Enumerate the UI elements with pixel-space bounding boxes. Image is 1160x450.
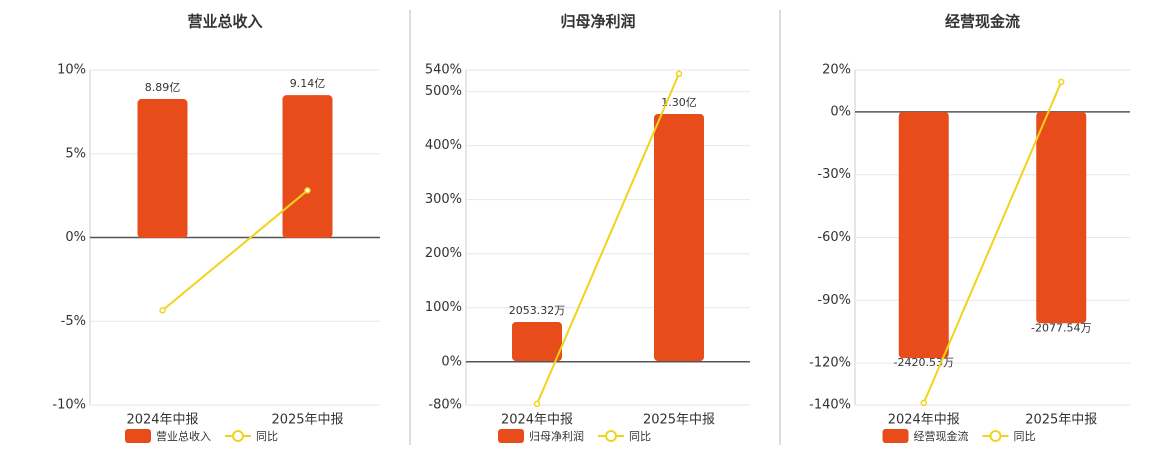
bar bbox=[654, 114, 704, 361]
legend-marker bbox=[232, 430, 244, 442]
legend-label: 同比 bbox=[629, 430, 651, 443]
y-tick-label: -30% bbox=[817, 167, 851, 182]
legend-label: 同比 bbox=[1014, 430, 1036, 443]
legend-swatch bbox=[882, 429, 909, 443]
legend-swatch bbox=[498, 429, 524, 443]
x-tick-label: 2024年中报 bbox=[501, 413, 573, 428]
x-tick-label: 2025年中报 bbox=[271, 413, 343, 428]
line-series bbox=[536, 73, 680, 405]
y-tick-label: 5% bbox=[65, 146, 86, 161]
legend-label: 归母净利润 bbox=[529, 429, 584, 443]
y-tick-label: -60% bbox=[817, 230, 851, 245]
y-tick-label: -90% bbox=[817, 293, 851, 308]
legend-label: 同比 bbox=[256, 430, 278, 443]
value-label: 2053.32万 bbox=[509, 304, 566, 317]
legend-label: 营业总收入 bbox=[156, 429, 211, 443]
y-tick-label: 400% bbox=[425, 138, 462, 153]
y-tick-label: 0% bbox=[65, 230, 86, 245]
value-label: -2077.54万 bbox=[1031, 321, 1091, 334]
chart-title: 营业总收入 bbox=[187, 13, 262, 31]
legend-label: 经营现金流 bbox=[914, 429, 969, 443]
x-tick-label: 2025年中报 bbox=[643, 413, 715, 428]
value-label: 8.89亿 bbox=[145, 81, 181, 94]
legend-marker bbox=[605, 430, 617, 442]
value-label: 9.14亿 bbox=[290, 77, 326, 90]
y-tick-label: 20% bbox=[822, 63, 851, 78]
line-point bbox=[675, 70, 683, 78]
y-tick-label: -5% bbox=[61, 314, 86, 329]
value-label: 1.30亿 bbox=[661, 96, 697, 109]
line-point bbox=[159, 307, 166, 314]
y-tick-label: 0% bbox=[441, 354, 462, 369]
line-point bbox=[304, 187, 311, 194]
bar bbox=[1036, 112, 1087, 324]
legend-swatch bbox=[125, 429, 151, 443]
y-tick-label: 540% bbox=[425, 63, 462, 78]
bar bbox=[512, 321, 562, 361]
y-tick-label: 500% bbox=[425, 84, 462, 99]
line-series bbox=[922, 81, 1063, 404]
bar bbox=[137, 99, 188, 238]
y-tick-label: 100% bbox=[425, 300, 462, 315]
y-tick-label: 10% bbox=[57, 63, 86, 78]
chart-title: 归母净利润 bbox=[560, 13, 635, 31]
x-tick-label: 2024年中报 bbox=[126, 413, 198, 428]
line-series bbox=[161, 189, 309, 312]
y-tick-label: -10% bbox=[52, 398, 86, 413]
bar bbox=[898, 112, 949, 359]
line-point bbox=[920, 399, 927, 407]
bar bbox=[282, 95, 333, 238]
legend-marker bbox=[989, 430, 1002, 442]
line-point bbox=[1058, 78, 1065, 86]
y-tick-label: -140% bbox=[809, 398, 851, 413]
y-tick-label: 300% bbox=[425, 192, 462, 207]
line-point bbox=[533, 400, 541, 408]
y-tick-label: -120% bbox=[809, 356, 851, 371]
x-tick-label: 2025年中报 bbox=[1025, 413, 1097, 428]
value-label: -2420.53万 bbox=[894, 356, 954, 369]
y-tick-label: 0% bbox=[830, 104, 851, 119]
chart-title: 经营现金流 bbox=[945, 13, 1020, 31]
y-tick-label: -80% bbox=[428, 398, 462, 413]
x-tick-label: 2024年中报 bbox=[888, 413, 960, 428]
y-tick-label: 200% bbox=[425, 246, 462, 261]
